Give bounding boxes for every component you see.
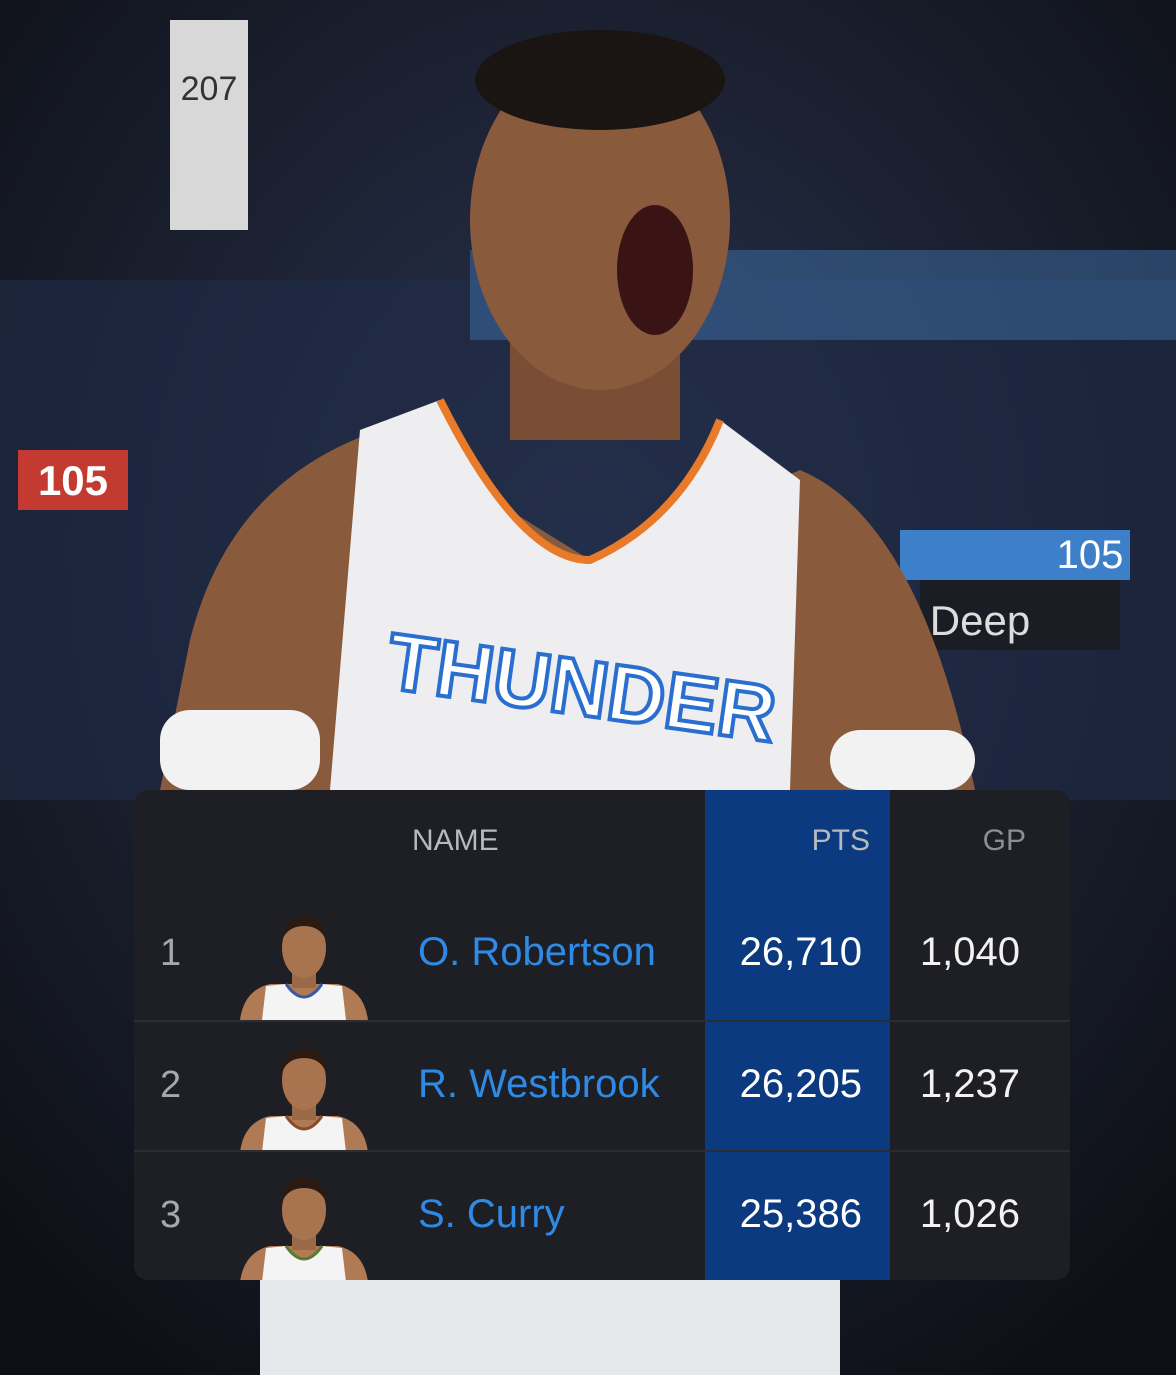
rank: 1 bbox=[160, 932, 182, 974]
table-row[interactable]: 3 S. Curry 25,386 1,026 bbox=[134, 1150, 1070, 1280]
table-row[interactable]: 2 R. Westbrook 26,205 1,237 bbox=[134, 1020, 1070, 1152]
banner-text: Deep bbox=[930, 597, 1030, 644]
pillar-text: 207 bbox=[181, 70, 238, 108]
player-avatar bbox=[240, 916, 368, 1020]
player-avatar bbox=[240, 1048, 368, 1152]
player-jersey bbox=[330, 400, 800, 790]
gp-value: 1,026 bbox=[919, 1192, 1020, 1236]
rank: 3 bbox=[160, 1194, 182, 1236]
table-header: NAME PTS GP bbox=[134, 790, 1070, 890]
pts-value: 26,710 bbox=[739, 930, 862, 974]
rank: 2 bbox=[160, 1064, 182, 1106]
player-name-link[interactable]: R. Westbrook bbox=[418, 1062, 660, 1106]
player-name-link[interactable]: O. Robertson bbox=[418, 930, 656, 974]
sign-left-text: 105 bbox=[38, 457, 108, 504]
table-row[interactable]: 1 O. Robertson 26,710 1,040 bbox=[134, 890, 1070, 1020]
pts-column-highlight bbox=[705, 790, 890, 1280]
header-pts[interactable]: PTS bbox=[811, 824, 870, 857]
player-avatar bbox=[240, 1178, 368, 1280]
gp-value: 1,237 bbox=[919, 1062, 1020, 1106]
player-name-link[interactable]: S. Curry bbox=[418, 1192, 565, 1236]
pts-value: 25,386 bbox=[739, 1192, 862, 1236]
header-gp[interactable]: GP bbox=[982, 824, 1026, 857]
pts-value: 26,205 bbox=[739, 1062, 862, 1106]
scoring-leaders-table: NAME PTS GP 1 O. Robertson 26,710 1,040 2… bbox=[134, 790, 1070, 1280]
header-name[interactable]: NAME bbox=[412, 824, 499, 857]
gp-value: 1,040 bbox=[919, 930, 1020, 974]
pillar-sign bbox=[170, 20, 248, 230]
sign-right-text: 105 bbox=[1057, 533, 1124, 577]
